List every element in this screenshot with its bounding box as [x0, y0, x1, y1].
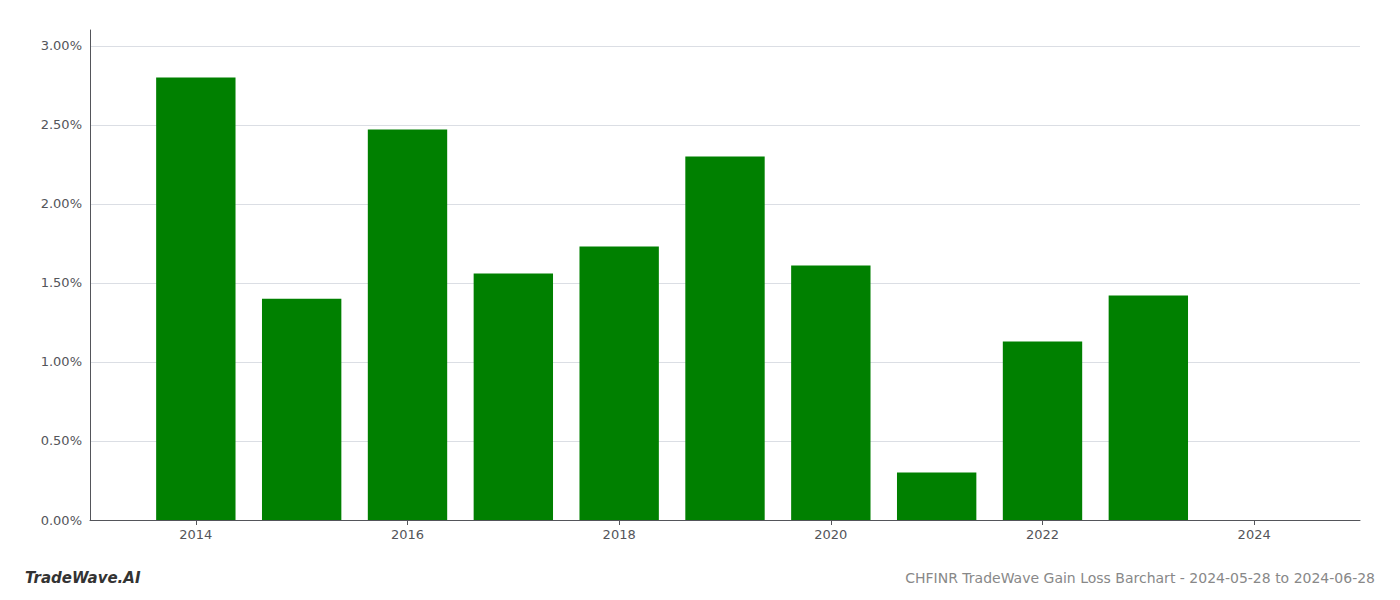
svg-text:2016: 2016 [391, 527, 424, 542]
svg-text:2020: 2020 [814, 527, 847, 542]
svg-text:1.50%: 1.50% [41, 275, 82, 290]
svg-text:2014: 2014 [179, 527, 212, 542]
svg-text:3.00%: 3.00% [41, 38, 82, 53]
svg-text:TradeWave.AI: TradeWave.AI [25, 569, 141, 587]
svg-text:CHFINR TradeWave Gain Loss Bar: CHFINR TradeWave Gain Loss Barchart - 20… [905, 570, 1375, 586]
svg-text:0.00%: 0.00% [41, 513, 82, 528]
svg-text:2024: 2024 [1238, 527, 1271, 542]
svg-text:2.50%: 2.50% [41, 117, 82, 132]
svg-text:2.00%: 2.00% [41, 196, 82, 211]
svg-text:2018: 2018 [603, 527, 636, 542]
svg-text:2022: 2022 [1026, 527, 1059, 542]
svg-text:0.50%: 0.50% [41, 433, 82, 448]
svg-text:1.00%: 1.00% [41, 354, 82, 369]
